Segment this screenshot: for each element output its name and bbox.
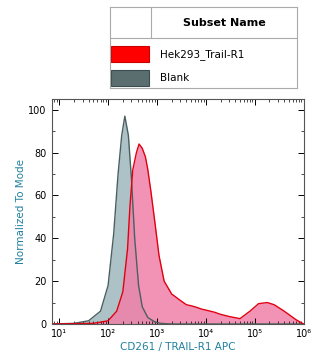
Text: Subset Name: Subset Name	[183, 18, 265, 28]
Bar	[111, 46, 149, 62]
Bar	[111, 70, 149, 86]
X-axis label: CD261 / TRAIL-R1 APC: CD261 / TRAIL-R1 APC	[120, 342, 235, 352]
Text: Hek293_Trail-R1: Hek293_Trail-R1	[160, 49, 245, 59]
Y-axis label: Normalized To Mode: Normalized To Mode	[16, 159, 26, 264]
Text: Blank: Blank	[160, 73, 189, 83]
